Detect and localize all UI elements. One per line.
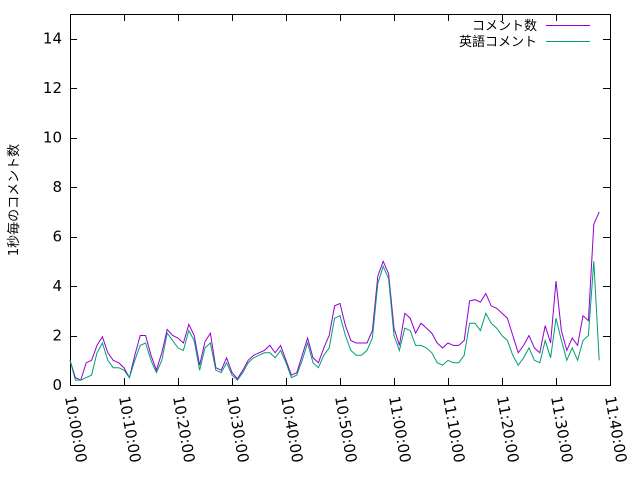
y-tick-label: 8 xyxy=(52,178,62,196)
y-tick-label: 4 xyxy=(52,277,62,295)
x-tick-label: 11:10:00 xyxy=(439,395,468,464)
legend-label-series-1: コメント数 xyxy=(472,19,537,34)
x-tick-label: 10:40:00 xyxy=(277,395,306,464)
y-tick-label: 6 xyxy=(52,228,62,246)
series-line-1 xyxy=(69,211,600,381)
y-axis-label: 1秒毎のコメント数 xyxy=(6,144,22,256)
series-line-2 xyxy=(69,261,600,381)
y-tick-label: 0 xyxy=(52,376,62,394)
y-tick-labels: 0 2 4 6 8 10 12 14 xyxy=(43,30,62,394)
x-tick-label: 10:10:00 xyxy=(115,395,144,464)
x-tick-label: 10:20:00 xyxy=(169,395,198,464)
tick-marks xyxy=(70,14,611,386)
series-lines xyxy=(69,211,600,381)
y-tick-label: 2 xyxy=(52,327,62,345)
x-tick-label: 10:50:00 xyxy=(331,395,360,464)
y-tick-label: 12 xyxy=(43,79,62,97)
y-tick-label: 14 xyxy=(43,30,62,48)
x-tick-labels: 10:00:00 10:10:00 10:20:00 10:30:00 10:40:00… xyxy=(61,395,630,464)
x-tick-label: 10:00:00 xyxy=(61,395,90,464)
x-tick-label: 11:00:00 xyxy=(385,395,414,464)
plot-frame xyxy=(70,14,611,386)
x-tick-label: 11:40:00 xyxy=(601,395,630,464)
x-tick-label: 11:30:00 xyxy=(547,395,576,464)
x-tick-label: 10:30:00 xyxy=(223,395,252,464)
legend: コメント数 英語コメント xyxy=(459,19,590,50)
y-tick-label: 10 xyxy=(43,129,62,147)
legend-label-series-2: 英語コメント xyxy=(459,34,537,50)
x-tick-label: 11:20:00 xyxy=(493,395,522,464)
